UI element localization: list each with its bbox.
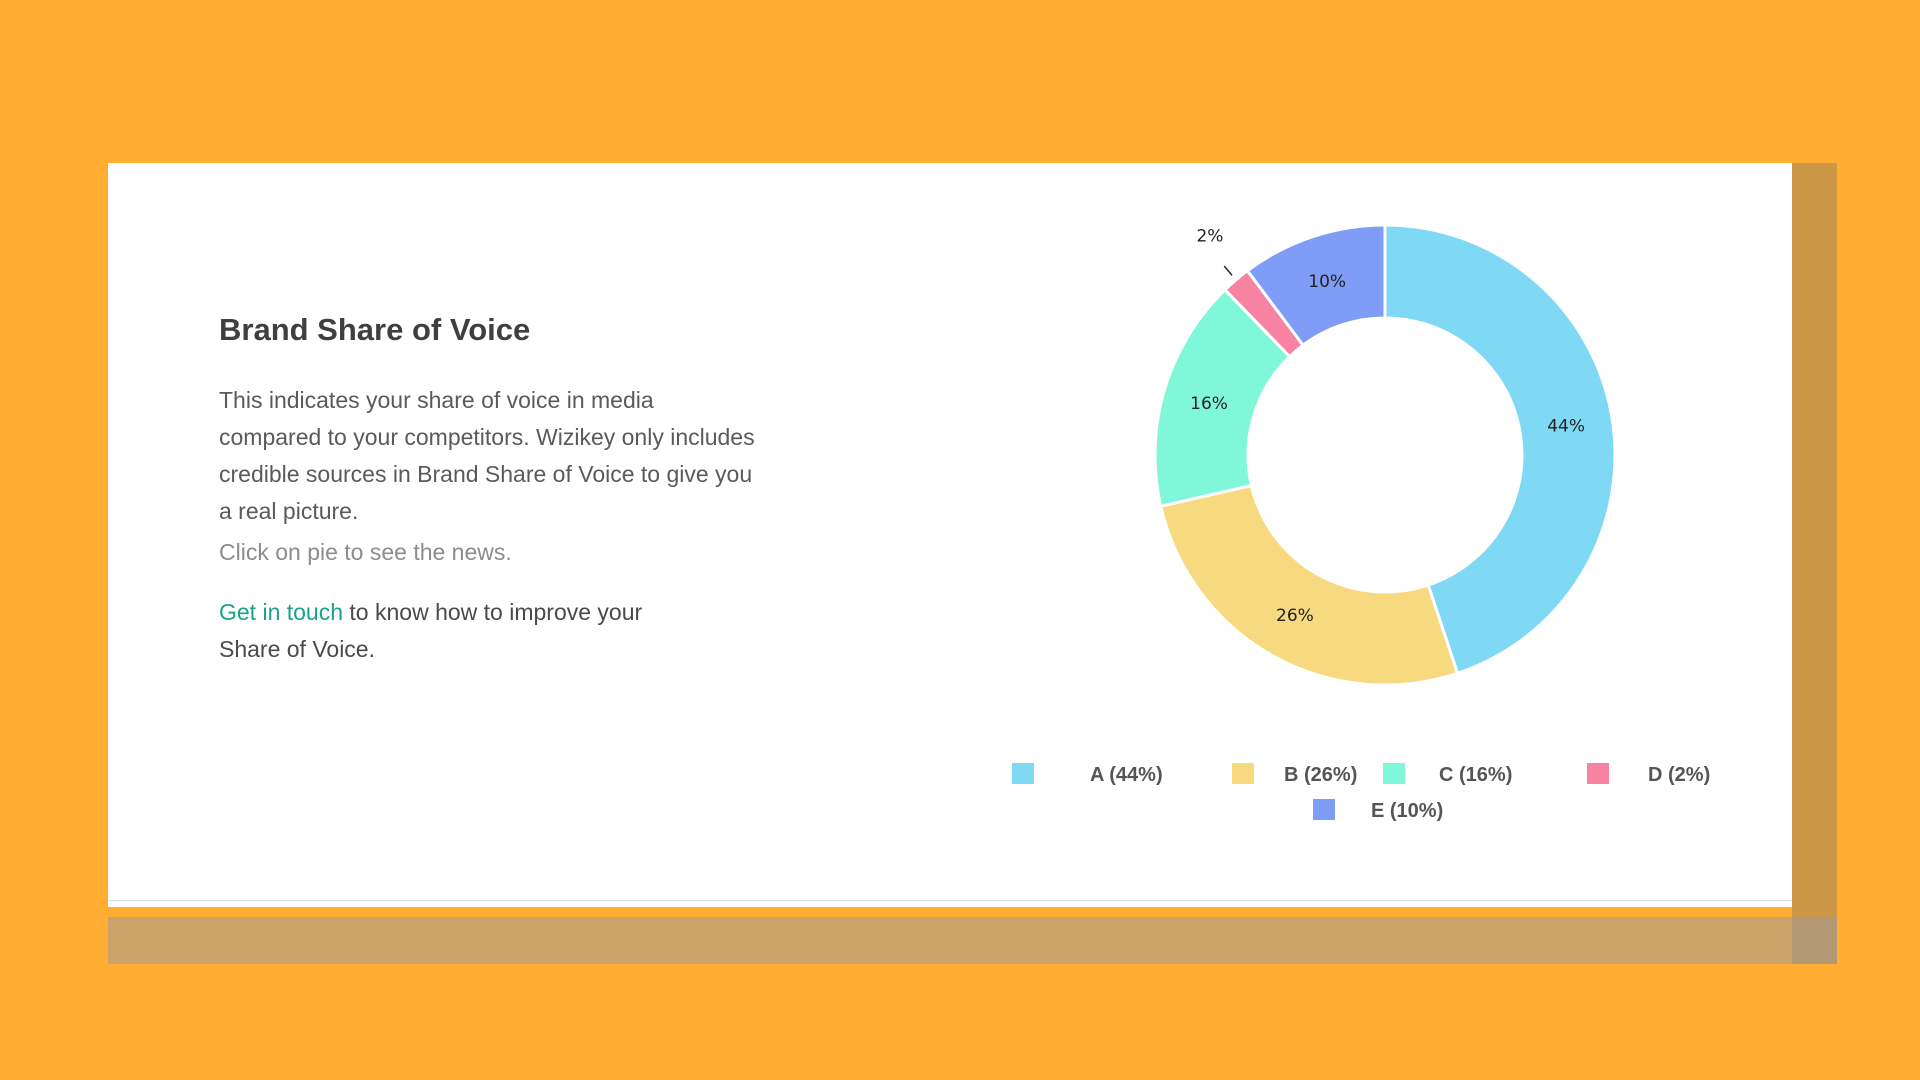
legend-label-d: D (2%) bbox=[1648, 764, 1711, 786]
info-panel: Brand Share of Voice This indicates your… bbox=[219, 306, 759, 668]
card-shadow-right bbox=[1792, 163, 1837, 917]
legend-label-b: B (26%) bbox=[1284, 764, 1358, 786]
legend-label-e: E (10%) bbox=[1371, 800, 1444, 822]
donut-slice-a[interactable] bbox=[1383, 223, 1617, 676]
legend-swatch-c bbox=[1383, 763, 1405, 784]
legend-swatch-d bbox=[1587, 763, 1609, 784]
cta-suffix: to know how to improve your Share of Voi… bbox=[219, 599, 643, 662]
card-divider bbox=[108, 900, 1792, 901]
donut-slice-e[interactable] bbox=[1245, 223, 1387, 348]
card-description: This indicates your share of voice in me… bbox=[219, 387, 755, 524]
chart-hint: Click on pie to see the news. bbox=[219, 539, 512, 565]
cta-text: Get in touch to know how to improve your… bbox=[219, 594, 649, 668]
card-title: Brand Share of Voice bbox=[219, 312, 531, 347]
card-shadow-bottom bbox=[108, 917, 1792, 964]
legend-swatch-b bbox=[1232, 763, 1254, 784]
get-in-touch-link[interactable]: Get in touch bbox=[219, 599, 344, 625]
legend-label-a: A (44%) bbox=[1090, 764, 1163, 786]
legend-swatch-a bbox=[1012, 763, 1034, 784]
card-shadow-corner bbox=[1792, 917, 1837, 964]
legend-label-c: C (16%) bbox=[1439, 764, 1513, 786]
donut-slice-b[interactable] bbox=[1158, 483, 1460, 687]
legend-swatch-e bbox=[1313, 799, 1335, 820]
